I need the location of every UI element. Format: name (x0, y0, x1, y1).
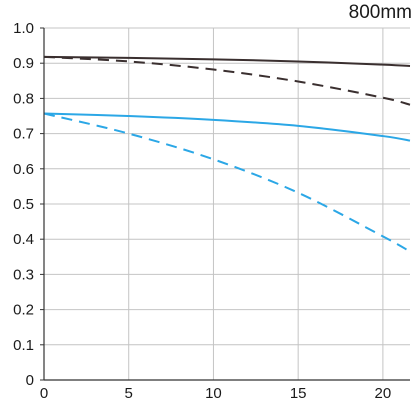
x-tick-label-0: 0 (40, 385, 48, 402)
x-tick-label-2: 10 (205, 385, 222, 402)
y-tick-label-7: 0.7 (13, 126, 34, 143)
chart-title: 800mm (349, 2, 412, 23)
grid-lines (44, 27, 410, 380)
y-tick-label-6: 0.6 (13, 161, 34, 178)
series-lines (43, 55, 411, 253)
y-tick-label-2: 0.2 (13, 302, 34, 319)
x-tick-label-3: 15 (290, 385, 307, 402)
y-tick-label-5: 0.5 (13, 196, 34, 213)
y-tick-label-3: 0.3 (13, 266, 34, 283)
series-line-0 (43, 55, 411, 68)
series-line-2 (43, 112, 411, 142)
y-tick-label-9: 0.9 (13, 55, 34, 72)
x-tick-label-1: 5 (125, 385, 133, 402)
y-tick-label-8: 0.8 (13, 90, 34, 107)
tick-labels: 0 0.1 0.2 0.3 0.4 0.5 0.6 0.7 0.8 0.9 1.0 0 5 10 15 20 (13, 20, 391, 402)
axes (40, 27, 410, 381)
y-tick-label-10: 1.0 (13, 20, 34, 37)
series-line-1 (43, 55, 411, 106)
y-tick-label-0: 0 (26, 372, 34, 389)
series-line-3 (43, 112, 411, 253)
x-tick-label-4: 20 (375, 385, 392, 402)
y-tick-label-4: 0.4 (13, 231, 34, 248)
y-tick-label-1: 0.1 (13, 337, 34, 354)
